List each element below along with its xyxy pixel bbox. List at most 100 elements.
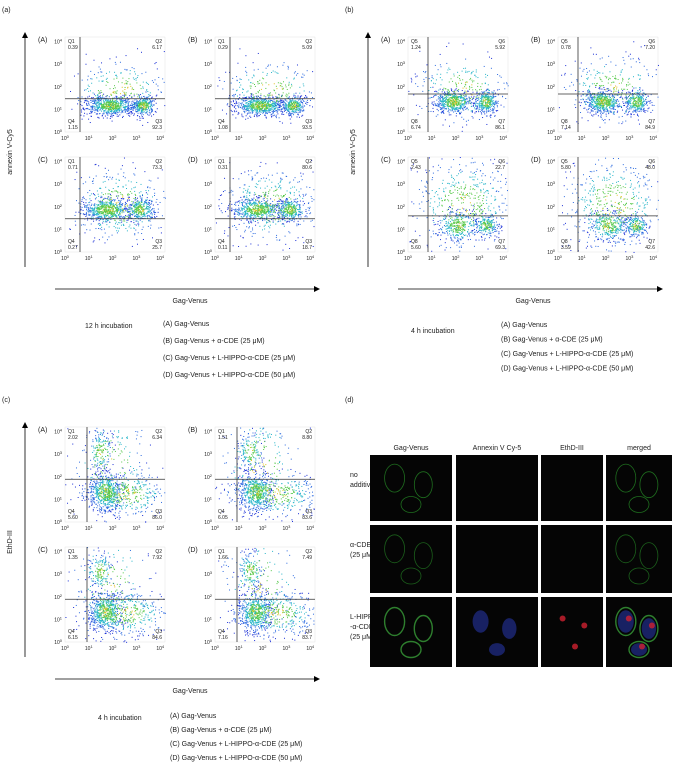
event-dot	[269, 94, 271, 96]
event-dot	[154, 213, 156, 215]
event-dot	[279, 82, 281, 84]
event-dot	[107, 198, 109, 200]
event-dot	[92, 107, 94, 109]
event-dot	[151, 110, 153, 112]
event-dot	[289, 102, 291, 104]
event-dot	[288, 96, 290, 98]
tick-base: 10	[235, 256, 241, 262]
event-dot	[113, 92, 115, 94]
event-dot	[102, 75, 104, 77]
event-dot	[280, 177, 282, 179]
event-dot	[112, 104, 114, 106]
event-dot	[117, 210, 119, 212]
event-dot	[102, 209, 104, 211]
event-dot	[90, 105, 92, 107]
event-dot	[106, 117, 108, 119]
event-dot	[90, 110, 92, 112]
event-dot	[242, 108, 244, 110]
event-dot	[253, 105, 255, 107]
event-dot	[255, 183, 257, 185]
event-dot	[255, 102, 257, 104]
event-dot	[154, 216, 156, 218]
event-dot	[253, 96, 255, 98]
event-dot	[105, 206, 107, 208]
event-dot	[281, 96, 283, 98]
event-dot	[139, 211, 141, 213]
quadrant-name: Q2	[155, 39, 162, 45]
event-dot	[252, 229, 254, 231]
plot-area	[214, 36, 316, 133]
event-dot	[288, 231, 290, 233]
event-dot	[242, 191, 244, 193]
event-dot	[289, 193, 291, 195]
event-dot	[108, 219, 110, 221]
event-dot	[246, 103, 248, 105]
event-dot	[130, 93, 132, 95]
tick-label: 104	[156, 134, 165, 142]
event-dot	[258, 200, 260, 202]
event-dot	[276, 239, 278, 241]
event-dot	[276, 162, 278, 164]
event-dot	[237, 105, 239, 107]
tick-base: 10	[54, 130, 60, 136]
event-dot	[279, 198, 281, 200]
event-dot	[280, 203, 282, 205]
event-dot	[141, 101, 143, 103]
event-dot	[251, 105, 253, 107]
event-dot	[274, 210, 276, 212]
event-dot	[85, 199, 87, 201]
event-dot	[103, 105, 105, 107]
event-dot	[153, 208, 155, 210]
event-dot	[92, 106, 94, 108]
event-dot	[101, 105, 103, 107]
event-dot	[242, 106, 244, 108]
event-dot	[268, 215, 270, 217]
event-dot	[270, 104, 272, 106]
event-dot	[98, 215, 100, 217]
event-dot	[135, 215, 137, 217]
event-dot	[256, 97, 258, 99]
event-dot	[147, 96, 149, 98]
event-dot	[251, 111, 253, 113]
event-dot	[249, 85, 251, 87]
event-dot	[249, 215, 251, 217]
event-dot	[257, 222, 259, 224]
event-dot	[261, 206, 263, 208]
event-dot	[97, 98, 99, 100]
event-dot	[129, 214, 131, 216]
event-dot	[92, 217, 94, 219]
event-dot	[236, 213, 238, 215]
event-dot	[285, 105, 287, 107]
event-dot	[239, 187, 241, 189]
event-dot	[297, 95, 299, 97]
event-dot	[119, 202, 121, 204]
event-dot	[293, 108, 295, 110]
event-dot	[92, 92, 94, 94]
event-dot	[268, 231, 270, 233]
event-dot	[262, 219, 264, 221]
event-dot	[248, 227, 250, 229]
event-dot	[85, 63, 87, 65]
event-dot	[130, 203, 132, 205]
event-dot	[263, 197, 265, 199]
event-dot	[237, 98, 239, 100]
event-dot	[163, 190, 165, 192]
event-dot	[157, 204, 159, 206]
event-dot	[140, 208, 142, 210]
event-dot	[143, 211, 145, 213]
event-dot	[110, 212, 112, 214]
event-dot	[305, 215, 307, 217]
event-dot	[95, 113, 97, 115]
event-dot	[303, 74, 305, 76]
event-dot	[124, 106, 126, 108]
event-dot	[112, 215, 114, 217]
event-dot	[143, 214, 145, 216]
event-dot	[253, 100, 255, 102]
event-dot	[136, 100, 138, 102]
event-dot	[136, 181, 138, 183]
event-dot	[262, 106, 264, 108]
event-dot	[112, 205, 114, 207]
event-dot	[234, 105, 236, 107]
event-dot	[118, 107, 120, 109]
event-dot	[124, 93, 126, 95]
